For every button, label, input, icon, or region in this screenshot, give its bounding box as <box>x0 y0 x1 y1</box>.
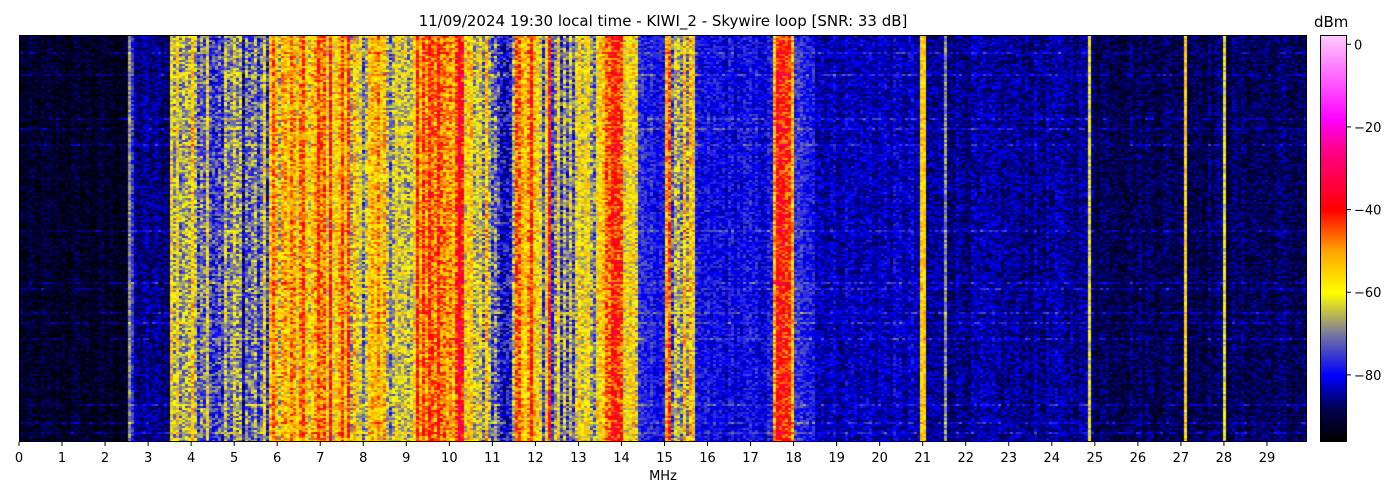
x-tick-label: 11 <box>484 451 501 466</box>
colorbar-tick-label: −20 <box>1354 121 1381 136</box>
x-tick-label: 12 <box>527 451 544 466</box>
colorbar-tick-label: −40 <box>1354 204 1381 219</box>
x-axis-label: MHz <box>649 469 677 484</box>
x-tick-label: 24 <box>1044 451 1061 466</box>
plot-area <box>19 35 1307 442</box>
x-tick-label: 22 <box>957 451 974 466</box>
x-tick-label: 7 <box>316 451 324 466</box>
colorbar-tick-label: −80 <box>1354 369 1381 384</box>
x-tick-label: 17 <box>742 451 759 466</box>
x-tick-label: 15 <box>656 451 673 466</box>
x-tick-label: 6 <box>273 451 281 466</box>
x-tick-label: 25 <box>1087 451 1104 466</box>
x-tick-label: 21 <box>914 451 931 466</box>
x-tick-label: 29 <box>1259 451 1276 466</box>
colorbar-tick-label: −60 <box>1354 286 1381 301</box>
x-tick-label: 3 <box>144 451 152 466</box>
x-tick-label: 2 <box>101 451 109 466</box>
x-tick-label: 14 <box>613 451 630 466</box>
x-tick-label: 4 <box>187 451 195 466</box>
x-tick-label: 13 <box>570 451 587 466</box>
x-tick-label: 9 <box>402 451 410 466</box>
x-tick-label: 23 <box>1000 451 1017 466</box>
x-tick-label: 1 <box>58 451 66 466</box>
x-tick-label: 20 <box>871 451 888 466</box>
x-tick-label: 16 <box>699 451 716 466</box>
chart-title: 11/09/2024 19:30 local time - KIWI_2 - S… <box>418 12 908 30</box>
x-tick-label: 8 <box>359 451 367 466</box>
spectrogram-heatmap <box>20 36 1306 441</box>
x-tick-label: 26 <box>1130 451 1147 466</box>
x-tick-label: 27 <box>1173 451 1190 466</box>
colorbar-tick-label: 0 <box>1354 38 1362 53</box>
x-tick-label: 5 <box>230 451 238 466</box>
colorbar-label: dBm <box>1314 13 1349 31</box>
x-tick-label: 28 <box>1216 451 1233 466</box>
colorbar <box>1320 35 1347 442</box>
x-tick-label: 19 <box>828 451 845 466</box>
x-tick-label: 0 <box>15 451 23 466</box>
x-tick-label: 18 <box>785 451 802 466</box>
colorbar-gradient <box>1321 36 1346 441</box>
x-tick-label: 10 <box>441 451 458 466</box>
